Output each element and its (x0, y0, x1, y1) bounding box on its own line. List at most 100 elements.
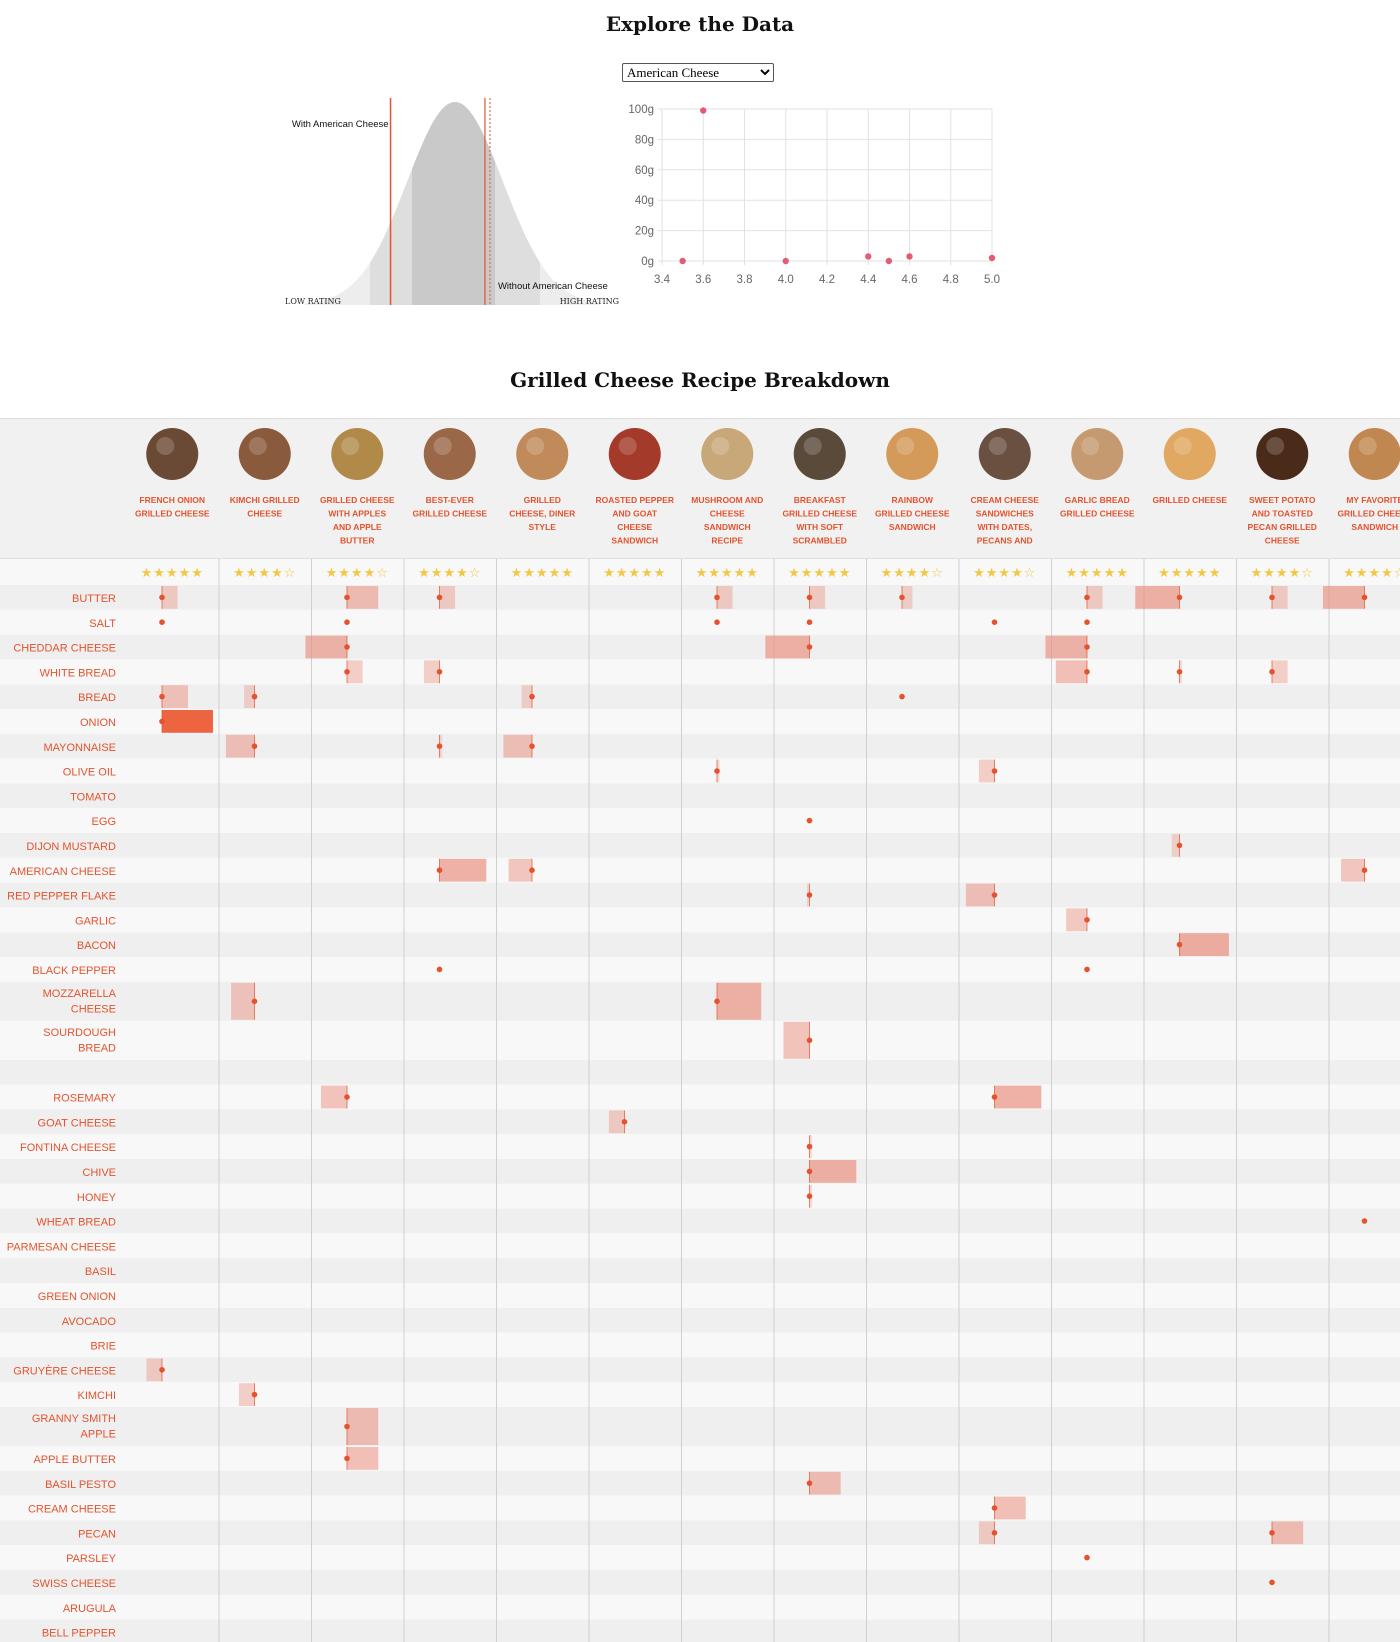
ingredient-row-background (0, 1332, 1400, 1358)
x-tick-label: 4.4 (860, 274, 877, 286)
ingredient-dot (1084, 619, 1090, 625)
recipe-title: CHEESE (617, 522, 652, 532)
recipe-photo-highlight (618, 437, 637, 455)
recipe-photo-highlight (896, 437, 915, 455)
recipe-title: GRILLED CHEESE (1337, 509, 1400, 519)
ingredient-row-background (0, 1407, 1400, 1446)
ingredient-dot (344, 1094, 350, 1100)
ingredient-dot (251, 693, 258, 700)
ingredient-dot (714, 998, 720, 1005)
y-tick-label: 20g (635, 226, 654, 238)
ingredient-amount-bar (717, 586, 733, 609)
ingredient-row-background (0, 1084, 1400, 1110)
ingredient-amount-bar (783, 1021, 810, 1059)
recipe-photo (1256, 428, 1309, 480)
ingredient-amount-bar (1272, 586, 1288, 609)
scatter-point (988, 254, 996, 262)
recipe-photo (238, 428, 291, 480)
ingredient-amount-bar (1087, 586, 1103, 609)
recipe-rating-stars: ★★★★★ (141, 566, 204, 581)
ingredient-row-background (0, 659, 1400, 685)
x-tick-label: 3.8 (737, 274, 753, 286)
recipe-title: SANDWICH (611, 536, 658, 546)
ingredient-amount-bar (765, 635, 810, 659)
ingredient-dot (436, 966, 443, 973)
recipe-rating-stars: ★★★★☆ (418, 566, 481, 581)
x-tick-label: 4.6 (902, 274, 918, 286)
ingredient-label: KIMCHI (78, 1390, 117, 1402)
ingredient-dot (344, 1455, 350, 1462)
ingredient-dot (344, 669, 350, 675)
ingredient-label: BREAD (78, 692, 116, 704)
ingredient-label: HONEY (77, 1192, 117, 1204)
x-tick-label: 3.6 (695, 274, 711, 286)
recipe-rating-stars: ★★★★★ (1066, 566, 1129, 581)
recipe-title: PECAN GRILLED (1248, 522, 1317, 532)
ingredient-amount-bar (347, 1408, 379, 1445)
recipe-title: BREAKFAST (794, 495, 847, 505)
ingredient-label: GARLIC (75, 915, 116, 927)
ingredient-dot (991, 892, 998, 898)
ingredient-dot (806, 892, 813, 898)
recipe-photo-highlight (711, 437, 730, 455)
ingredient-row-background (0, 1258, 1400, 1283)
ingredient-row-background (0, 1446, 1400, 1471)
ingredient-row-background (0, 783, 1400, 809)
breakdown-title: Grilled Cheese Recipe Breakdown (510, 368, 890, 392)
recipe-title: SANDWICH (889, 522, 936, 532)
recipe-title: WITH DATES, (977, 522, 1032, 532)
recipe-title: SCRAMBLED (793, 536, 847, 546)
ingredient-row-background (0, 1594, 1400, 1620)
ingredient-dot (1361, 867, 1368, 873)
ingredient-dot (1084, 669, 1090, 675)
recipe-title: BEST-EVER (426, 495, 474, 505)
recipe-title: SANDWICH (1351, 522, 1398, 532)
ingredient-dot (1176, 669, 1183, 675)
recipe-photo (1163, 428, 1216, 480)
ingredient-amount-bar (439, 586, 456, 609)
ingredient-dot (251, 1391, 258, 1398)
ingredient-row-background (0, 1619, 1400, 1642)
ingredient-dot (899, 594, 905, 601)
ingredient-amount-bar (978, 1521, 995, 1545)
y-tick-label: 0g (641, 256, 654, 268)
ingredient-row-background (0, 585, 1400, 610)
ingredient-label: SALT (89, 618, 116, 630)
ingredient-amount-bar (994, 1496, 1026, 1520)
recipe-photo-highlight (803, 437, 822, 455)
ingredient-amount-bar (1055, 660, 1087, 684)
recipe-photo-highlight (1173, 437, 1192, 455)
x-tick-label: 4.0 (778, 274, 794, 286)
recipe-photo (886, 428, 939, 480)
ingredient-dot (529, 867, 535, 873)
ingredient-select[interactable]: American Cheese (622, 63, 774, 82)
scatter-point (865, 253, 872, 260)
recipe-photo (701, 428, 754, 480)
y-tick-label: 40g (635, 195, 654, 207)
header-background (0, 418, 1400, 558)
ingredient-amount-bar (1341, 858, 1365, 882)
recipe-title: STYLE (529, 522, 557, 532)
recipe-title: CHEESE, DINER (509, 509, 575, 519)
recipe-rating-stars: ★★★★★ (603, 566, 666, 581)
distribution-band-inner (412, 102, 495, 305)
ingredient-label: APPLE (81, 1429, 116, 1441)
recipe-rating-stars: ★★★★★ (511, 566, 574, 581)
with-label: With American Cheese (292, 119, 389, 130)
ingredient-dot (991, 1530, 998, 1536)
ingredient-label: GREEN ONION (38, 1291, 116, 1303)
recipe-title: MUSHROOM AND (691, 495, 763, 505)
ingredient-row-background (0, 609, 1400, 635)
ingredient-amount-bar (1171, 834, 1180, 857)
ingredient-dot (806, 619, 813, 625)
ingredient-dot (159, 1367, 165, 1373)
ingredient-label: TOMATO (70, 791, 116, 803)
recipe-title: FRENCH ONION (139, 495, 205, 505)
ingredient-label: DIJON MUSTARD (26, 841, 116, 853)
recipe-title: SWEET POTATO (1249, 495, 1316, 505)
recipe-rating-stars: ★★★★☆ (233, 566, 296, 581)
ingredient-label: MOZZARELLA (43, 988, 117, 1000)
ingredient-row-background (0, 1470, 1400, 1496)
ingredient-row-background (0, 634, 1400, 660)
ingredient-label: ARUGULA (63, 1603, 117, 1615)
